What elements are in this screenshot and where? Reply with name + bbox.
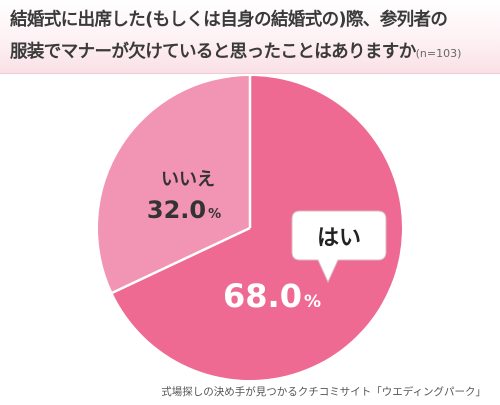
slice-divider [111, 226, 251, 294]
chart-header: 結婚式に出席した(もしくは自身の結婚式の)際、参列者の 服装でマナーが欠けている… [0, 0, 500, 74]
label-yes-callout: はい [291, 210, 387, 284]
chart-title-text: 服装でマナーが欠けていると思ったことはありますか [10, 42, 416, 62]
chart-title-line-1: 結婚式に出席した(もしくは自身の結婚式の)際、参列者の [10, 10, 448, 30]
slice-label-no: いいえ [161, 169, 215, 190]
pie-slice-yes [112, 76, 403, 381]
slice-label-yes: はい [317, 226, 361, 251]
slice-value-yes: 68.0% [223, 277, 321, 315]
slice-value-no: 32.0% [147, 196, 221, 224]
source-credit: 式場探しの決め手が見つかるクチコミサイト「ウエディングパーク」 [161, 386, 486, 398]
label-no: いいえ 32.0% [147, 169, 221, 224]
sample-size: (n=103) [415, 47, 462, 60]
speech-bubble [291, 210, 387, 284]
pie-slice-no [98, 76, 250, 293]
chart-title-line-2: 服装でマナーが欠けていると思ったことはありますか(n=103) [10, 38, 461, 63]
